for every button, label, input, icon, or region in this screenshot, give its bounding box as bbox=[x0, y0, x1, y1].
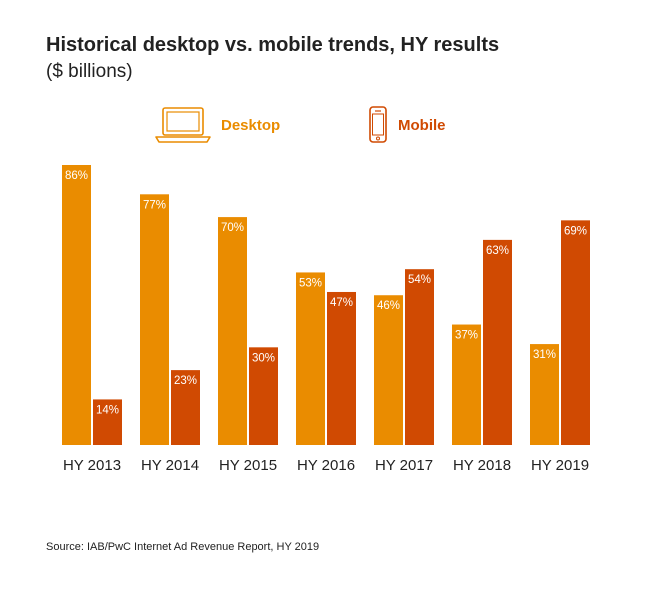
smartphone-icon bbox=[369, 106, 387, 143]
bar-label-mobile-2: 23% bbox=[174, 375, 197, 387]
bar-label-desktop-2: 77% bbox=[143, 199, 166, 211]
legend-mobile-label: Mobile bbox=[398, 116, 446, 134]
x-tick-label-3: HY 2015 bbox=[219, 457, 277, 474]
bar-desktop-7 bbox=[530, 344, 559, 445]
source-note: Source: IAB/PwC Internet Ad Revenue Repo… bbox=[46, 541, 320, 553]
chart-subtitle: ($ billions) bbox=[46, 61, 133, 82]
bar-label-mobile-3: 30% bbox=[252, 352, 275, 364]
bar-label-desktop-3: 70% bbox=[221, 222, 244, 234]
bar-desktop-1 bbox=[62, 165, 91, 445]
bar-mobile-6 bbox=[483, 239, 512, 445]
bar-label-mobile-7: 69% bbox=[564, 225, 587, 237]
x-tick-label-5: HY 2017 bbox=[375, 457, 433, 474]
bar-mobile-1 bbox=[93, 399, 122, 445]
bar-desktop-5 bbox=[374, 295, 403, 445]
laptop-icon bbox=[155, 107, 211, 143]
x-tick-label-1: HY 2013 bbox=[63, 457, 121, 474]
bar-label-desktop-7: 31% bbox=[533, 349, 556, 361]
bar-mobile-2 bbox=[171, 370, 200, 445]
legend-desktop-label: Desktop bbox=[221, 116, 281, 134]
bar-label-mobile-1: 14% bbox=[96, 404, 119, 416]
chart-title: Historical desktop vs. mobile trends, HY… bbox=[46, 34, 500, 56]
bar-label-mobile-4: 47% bbox=[330, 297, 353, 309]
x-tick-label-2: HY 2014 bbox=[141, 457, 199, 474]
x-tick-label-7: HY 2019 bbox=[531, 457, 589, 474]
bar-desktop-4 bbox=[296, 272, 325, 445]
bar-chart: 86% 14% HY 2013 77% 23% HY 2014 70% 30% HY 2015 5… bbox=[62, 165, 590, 474]
bar-desktop-2 bbox=[140, 194, 169, 445]
bar-label-desktop-6: 37% bbox=[455, 330, 478, 342]
bar-label-mobile-6: 63% bbox=[486, 245, 509, 257]
bar-mobile-3 bbox=[249, 347, 278, 445]
legend-desktop: Desktop bbox=[155, 106, 280, 144]
bar-mobile-5 bbox=[405, 269, 434, 445]
bar-mobile-4 bbox=[327, 291, 356, 445]
bar-desktop-6 bbox=[452, 324, 481, 445]
bar-desktop-3 bbox=[218, 217, 247, 445]
bar-label-desktop-5: 46% bbox=[377, 300, 400, 312]
bar-label-mobile-5: 54% bbox=[408, 274, 431, 286]
x-tick-label-4: HY 2016 bbox=[297, 457, 355, 474]
bar-label-desktop-1: 86% bbox=[65, 170, 88, 182]
x-tick-label-6: HY 2018 bbox=[453, 457, 511, 474]
bar-mobile-7 bbox=[561, 220, 590, 445]
bar-label-desktop-4: 53% bbox=[299, 277, 322, 289]
legend-mobile: Mobile bbox=[368, 106, 446, 144]
